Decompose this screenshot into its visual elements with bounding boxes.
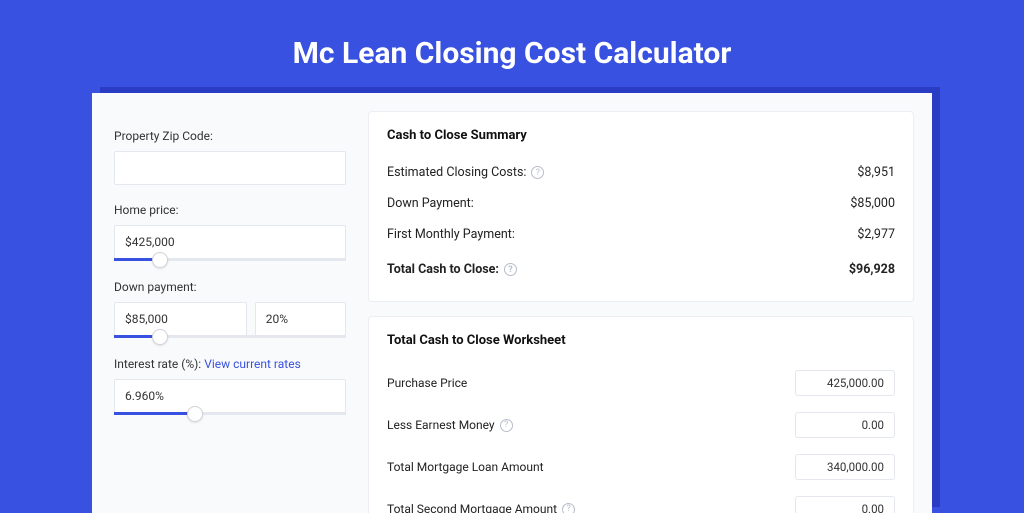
worksheet-row-label: Total Mortgage Loan Amount [387,460,544,474]
worksheet-row-value[interactable]: 0.00 [795,496,895,513]
rate-label: Interest rate (%): View current rates [114,357,346,371]
down-percent-input[interactable]: 20% [255,302,346,336]
help-icon[interactable]: ? [531,166,544,179]
zip-input[interactable] [114,151,346,185]
down-amount-input[interactable]: $85,000 [114,302,247,336]
summary-row-label: Down Payment: [387,196,474,211]
page-title: Mc Lean Closing Cost Calculator [0,0,1024,93]
summary-row-value: $2,977 [857,227,895,242]
price-field-group: Home price: $425,000 [114,203,346,262]
summary-row-label: First Monthly Payment: [387,227,515,242]
help-icon[interactable]: ? [500,419,513,432]
worksheet-row: Total Mortgage Loan Amount 340,000.00 [387,446,895,488]
calculator-card: Property Zip Code: Home price: $425,000 … [92,93,932,513]
rate-slider[interactable] [114,413,346,416]
input-panel: Property Zip Code: Home price: $425,000 … [110,111,350,513]
worksheet-heading: Total Cash to Close Worksheet [387,333,895,348]
zip-label: Property Zip Code: [114,129,346,143]
worksheet-row-value[interactable]: 340,000.00 [795,454,895,480]
down-label: Down payment: [114,280,346,294]
summary-panel: Cash to Close Summary Estimated Closing … [368,111,914,302]
worksheet-panel: Total Cash to Close Worksheet Purchase P… [368,316,914,513]
worksheet-row-value[interactable]: 0.00 [795,412,895,438]
price-label: Home price: [114,203,346,217]
worksheet-row: Less Earnest Money? 0.00 [387,404,895,446]
worksheet-row: Purchase Price 425,000.00 [387,362,895,404]
price-slider-thumb[interactable] [152,252,168,268]
down-slider-thumb[interactable] [152,329,168,345]
zip-field-group: Property Zip Code: [114,129,346,185]
rate-slider-thumb[interactable] [187,406,203,422]
price-slider[interactable] [114,259,346,262]
down-field-group: Down payment: $85,000 20% [114,280,346,339]
help-icon[interactable]: ? [504,263,517,276]
summary-row: First Monthly Payment: $2,977 [387,219,895,250]
summary-row: Down Payment: $85,000 [387,188,895,219]
worksheet-row: Total Second Mortgage Amount? 0.00 [387,488,895,513]
worksheet-row-value[interactable]: 425,000.00 [795,370,895,396]
worksheet-row-label: Total Second Mortgage Amount [387,502,557,513]
summary-heading: Cash to Close Summary [387,128,895,143]
rate-input[interactable]: 6.960% [114,379,346,413]
rate-field-group: Interest rate (%): View current rates 6.… [114,357,346,416]
summary-total-row: Total Cash to Close: ? $96,928 [387,254,895,285]
summary-row: Estimated Closing Costs:? $8,951 [387,157,895,188]
rate-label-text: Interest rate (%): [114,357,204,371]
down-slider[interactable] [114,336,346,339]
summary-total-value: $96,928 [849,262,895,277]
price-input[interactable]: $425,000 [114,225,346,259]
summary-row-value: $85,000 [850,196,895,211]
results-panel: Cash to Close Summary Estimated Closing … [368,111,914,513]
view-rates-link[interactable]: View current rates [204,357,301,371]
summary-row-value: $8,951 [857,165,895,180]
summary-total-label: Total Cash to Close: [387,262,499,277]
worksheet-row-label: Purchase Price [387,376,467,390]
summary-row-label: Estimated Closing Costs: [387,165,526,180]
help-icon[interactable]: ? [562,503,575,513]
worksheet-row-label: Less Earnest Money [387,418,495,432]
